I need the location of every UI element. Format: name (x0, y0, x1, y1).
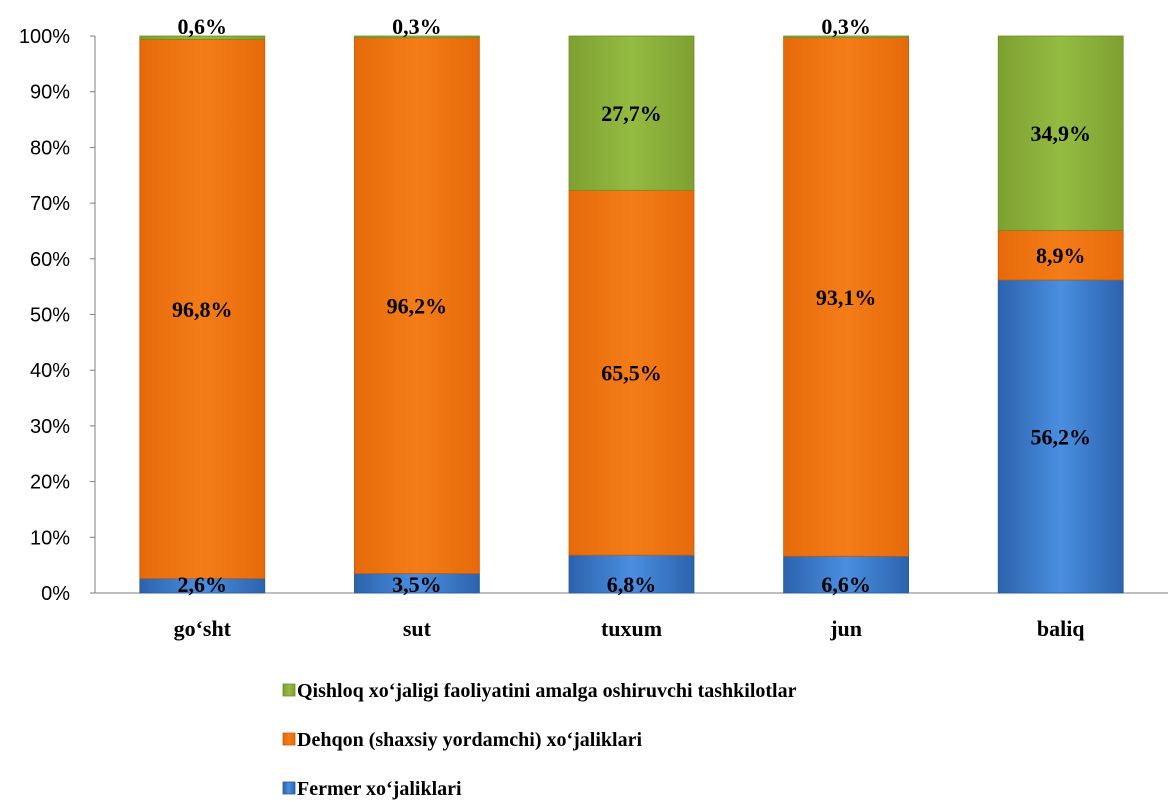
legend-label: Fermer xo‘jaliklari (297, 778, 462, 800)
bar-segment (353, 35, 480, 39)
y-tick-label: 70% (30, 193, 70, 215)
legend-swatch (282, 683, 296, 697)
data-label: 65,5% (601, 361, 662, 386)
data-label: 93,1% (816, 285, 877, 310)
bar-segment (568, 189, 695, 556)
data-label: 0,6% (178, 14, 228, 39)
bar-segment (783, 555, 909, 594)
bar-segment (783, 35, 909, 39)
data-label: 6,6% (821, 572, 871, 597)
data-label: 27,7% (601, 101, 662, 126)
y-tick-label: 60% (30, 249, 70, 271)
bar-segment (997, 35, 1124, 231)
bar-segment (783, 37, 909, 557)
legend-swatch (282, 732, 296, 746)
x-tick-label: baliq (1037, 616, 1085, 641)
data-label: 8,9% (1036, 243, 1086, 268)
legend-swatch (282, 781, 296, 795)
chart-legend: Qishloq xo‘jaligi faoliyatini amalga osh… (282, 680, 797, 800)
bar-segment (997, 279, 1124, 594)
data-label: 3,5% (392, 572, 442, 597)
chart-axes: 0% 10% 20% 30% 40% 50% 60% 70% 80% 90% 100% go‘sht s… (19, 26, 1168, 641)
y-tick-label: 50% (30, 305, 70, 327)
data-label: 96,8% (172, 297, 233, 322)
y-tick-label: 100% (19, 26, 70, 48)
data-label: 0,3% (821, 14, 871, 39)
chart-data-labels: 2,6% 96,8% 0,6% 3,5% 96,2% 0,3% 6,8% 65,5% 27,7%… (172, 14, 1091, 597)
bar-segment (139, 35, 266, 40)
y-tick-label: 20% (30, 472, 70, 494)
bar-segment (568, 35, 695, 191)
x-tick-label: sut (403, 616, 432, 641)
y-tick-label: 80% (30, 137, 70, 159)
data-label: 2,6% (178, 572, 228, 597)
y-tick-label: 30% (30, 416, 70, 438)
x-tick-label: jun (829, 616, 862, 641)
chart-bars (139, 35, 1124, 594)
data-label: 6,8% (607, 572, 657, 597)
y-tick-label: 40% (30, 360, 70, 382)
data-label: 56,2% (1030, 424, 1091, 449)
data-label: 34,9% (1030, 121, 1091, 146)
legend-label: Qishloq xo‘jaligi faoliyatini amalga osh… (297, 680, 797, 702)
x-tick-label: tuxum (601, 616, 662, 641)
legend-label: Dehqon (shaxsiy yordamchi) xo‘jaliklari (297, 729, 642, 751)
y-tick-label: 0% (41, 583, 70, 605)
y-tick-label: 10% (30, 527, 70, 549)
y-tick-label: 90% (30, 82, 70, 104)
bar-segment (997, 229, 1124, 281)
bar-segment (139, 38, 266, 579)
bar-segment (353, 37, 480, 574)
data-label: 96,2% (387, 294, 448, 319)
data-label: 0,3% (392, 14, 442, 39)
x-tick-label: go‘sht (174, 616, 232, 641)
